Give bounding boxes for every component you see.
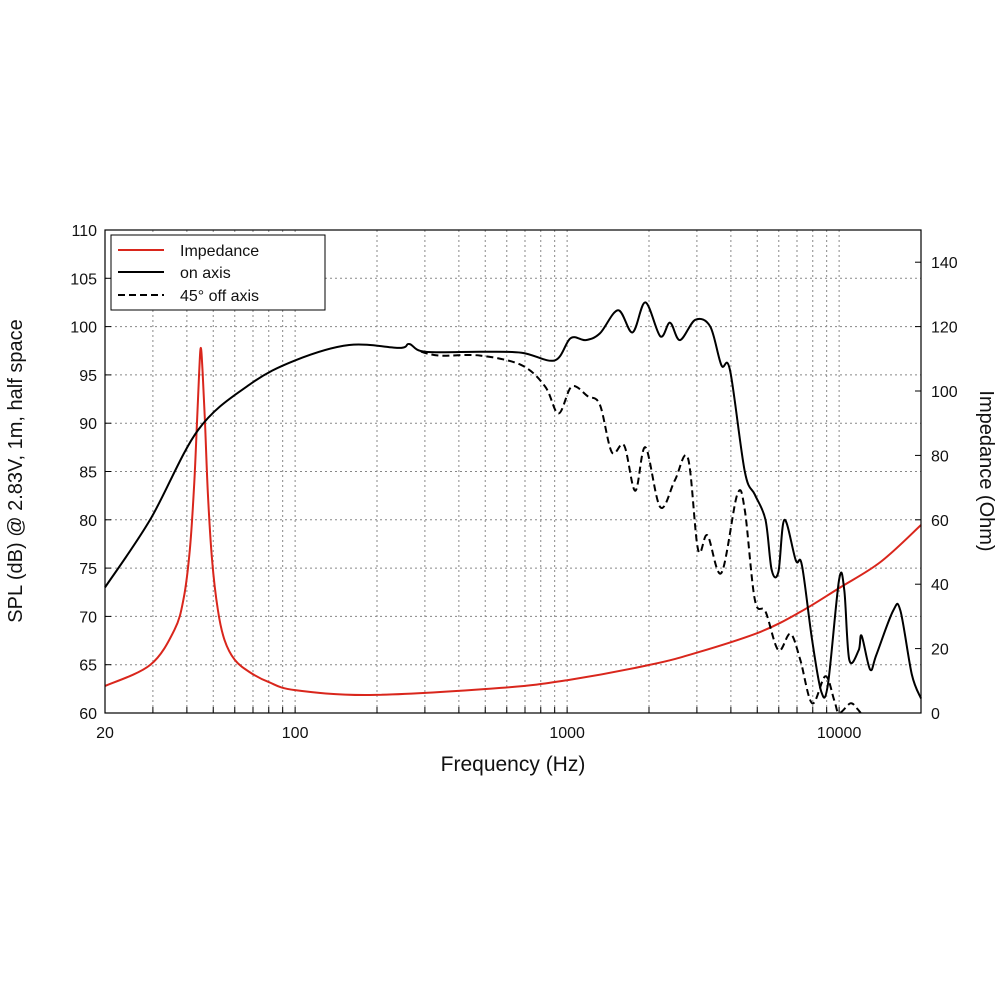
- y-tick-label: 65: [79, 658, 97, 675]
- y2-tick-label: 80: [931, 448, 949, 465]
- impedance-curve: [104, 346, 922, 697]
- off-axis-curve: [420, 350, 862, 714]
- y-tick-label: 60: [79, 706, 97, 723]
- x-tick-label: 1000: [549, 725, 585, 742]
- y-tick-label: 80: [79, 513, 97, 530]
- y-tick-label: 105: [70, 271, 97, 288]
- y2-tick-label: 140: [931, 255, 958, 272]
- y2-tick-label: 100: [931, 384, 958, 401]
- y2-tick-label: 0: [931, 706, 940, 723]
- ticks: 60 65 70 75 80 85 90 95 100 105 110 0 20 40 60 80 100 120…: [70, 223, 958, 742]
- y2-axis-label: Impedance (Ohm): [975, 390, 997, 551]
- x-tick-label: 10000: [817, 725, 862, 742]
- y2-tick-label: 120: [931, 320, 958, 337]
- y-tick-label: 95: [79, 368, 97, 385]
- y2-tick-label: 40: [931, 577, 949, 594]
- legend-label-off-axis: 45° off axis: [180, 288, 259, 305]
- x-tick-label: 100: [282, 725, 309, 742]
- legend-label-on-axis: on axis: [180, 265, 231, 282]
- y-tick-label: 110: [71, 223, 97, 240]
- curves: [104, 301, 922, 714]
- y-tick-label: 100: [70, 320, 97, 337]
- y-tick-label: 90: [79, 416, 97, 433]
- legend: Impedance on axis 45° off axis: [110, 234, 326, 311]
- x-tick-label: 20: [96, 725, 114, 742]
- on-axis-curve: [104, 301, 922, 699]
- y-tick-label: 85: [79, 465, 97, 482]
- y-tick-label: 70: [79, 609, 97, 626]
- y-axis-label: SPL (dB) @ 2.83V, 1m, half space: [5, 319, 27, 622]
- y2-tick-label: 20: [931, 642, 949, 659]
- y-tick-label: 75: [79, 561, 97, 578]
- y2-tick-label: 60: [931, 513, 949, 530]
- legend-label-impedance: Impedance: [180, 243, 259, 260]
- x-axis-label: Frequency (Hz): [441, 753, 586, 776]
